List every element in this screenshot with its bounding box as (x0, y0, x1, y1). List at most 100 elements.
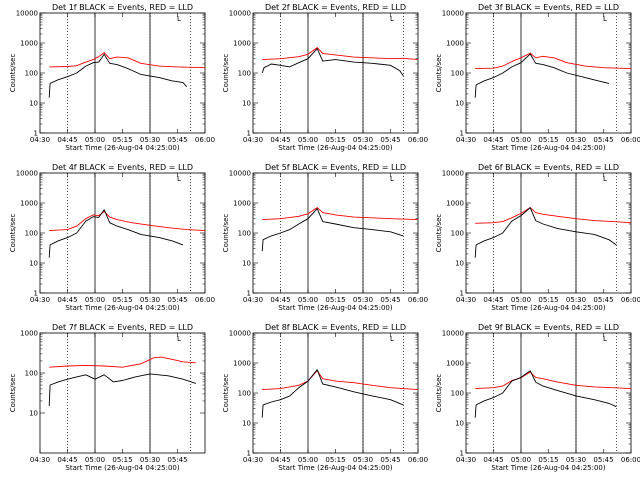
panel-4-xtick-label: 05:00 (85, 296, 105, 304)
panel-2-title: Det 2f BLACK = Events, RED = LLD (265, 3, 406, 12)
panel-4-ytick-label: 10000 (16, 170, 38, 178)
panel-2-xtick-label: 05:45 (380, 136, 400, 144)
panel-7-title: Det 7f BLACK = Events, RED = LLD (52, 323, 193, 332)
panel-7-xtick-label: 04:45 (57, 456, 77, 464)
panel-8-ytick-label: 1 (247, 450, 251, 458)
panel-1-xlabel: Start Time (26-Aug-04 04:25:00) (65, 144, 179, 152)
panel-3-ytick-label: 10000 (442, 10, 464, 18)
panel-8: Det 8f BLACK = Events, RED = LLD 1 10 100 10… (222, 323, 428, 472)
panel-4-xlabel: Start Time (26-Aug-04 04:25:00) (65, 304, 179, 312)
panel-6-ytick-label: 10 (455, 260, 464, 268)
panel-6-xtick-label: 05:30 (566, 296, 586, 304)
panel-9-xlabel: Start Time (26-Aug-04 04:25:00) (491, 464, 605, 472)
panel-1-title: Det 1f BLACK = Events, RED = LLD (52, 3, 193, 12)
panel-8-ylabel: Counts/sec (222, 374, 230, 413)
panel-6-series-red (475, 207, 632, 224)
panel-3-series-black (474, 53, 610, 98)
panel-6-xlabel: Start Time (26-Aug-04 04:25:00) (491, 304, 605, 312)
panel-2-ytick-label: 100 (238, 70, 251, 78)
panel-4-xtick-label: 04:30 (30, 296, 50, 304)
panel-9-xtick-label: 05:00 (511, 456, 531, 464)
panel-7-ytick-label: 10 (29, 410, 38, 418)
panel-4-ytick-label: 10 (29, 260, 38, 268)
panel-8-ytick-label: 10 (242, 420, 251, 428)
panel-6-xtick-label: 04:45 (483, 296, 503, 304)
panel-6-ylabel: Counts/sec (435, 214, 443, 253)
panel-1-ytick-label: 1000 (20, 40, 38, 48)
panel-3-xtick-label: 05:00 (511, 136, 531, 144)
panel-1-corner-label: L (177, 15, 181, 23)
panel-8-corner-label: L (390, 335, 394, 343)
panel-4-title: Det 4f BLACK = Events, RED = LLD (52, 163, 193, 172)
panel-7-ylabel: Counts/sec (9, 374, 17, 413)
panel-6-ytick-label: 1000 (446, 200, 464, 208)
panel-4-plot-frame (39, 172, 206, 294)
panel-6-corner-label: L (603, 175, 607, 183)
panel-2-series-red (262, 47, 419, 61)
panel-5-ylabel: Counts/sec (222, 214, 230, 253)
panel-9-xtick-label: 06:00 (621, 456, 640, 464)
panel-3-xtick-label: 06:00 (621, 136, 640, 144)
panel-3-corner-label: L (603, 15, 607, 23)
panel-9-xtick-label: 05:30 (566, 456, 586, 464)
panel-5-series-black (261, 208, 404, 252)
panel-2-ytick-label: 1000 (233, 40, 251, 48)
panel-5-xtick-label: 05:00 (298, 296, 318, 304)
panel-3-xtick-label: 05:45 (593, 136, 613, 144)
panel-7-xtick-label: 04:30 (30, 456, 50, 464)
panel-6-xtick-label: 04:30 (456, 296, 476, 304)
panel-8-xtick-label: 04:45 (270, 456, 290, 464)
panel-8-xtick-label: 04:30 (243, 456, 263, 464)
panel-2-xtick-label: 05:15 (325, 136, 345, 144)
panel-2-xlabel: Start Time (26-Aug-04 04:25:00) (278, 144, 392, 152)
panel-9-series-black (474, 370, 617, 418)
panel-5-xtick-label: 05:30 (353, 296, 373, 304)
panel-8-ytick-label: 10000 (229, 330, 251, 338)
panel-9-xtick-label: 05:45 (593, 456, 613, 464)
panel-4-xtick-label: 04:45 (57, 296, 77, 304)
panel-6-xtick-label: 05:45 (593, 296, 613, 304)
panel-9-xtick-label: 04:45 (483, 456, 503, 464)
panel-9-series-red (475, 371, 632, 390)
panel-1-xtick-label: 05:30 (140, 136, 160, 144)
panel-6-ytick-label: 10000 (442, 170, 464, 178)
panel-2-xtick-label: 04:30 (243, 136, 263, 144)
panel-1-ytick-label: 1 (34, 130, 38, 138)
panel-7-xtick-label: 05:30 (140, 456, 160, 464)
panel-5-ytick-label: 100 (238, 230, 251, 238)
panel-7-series-black (48, 373, 196, 407)
panel-3-title: Det 3f BLACK = Events, RED = LLD (478, 3, 619, 12)
panel-9-corner-label: L (603, 335, 607, 343)
panel-2-xtick-label: 05:00 (298, 136, 318, 144)
panel-9-ytick-label: 10000 (442, 330, 464, 338)
panel-9-ytick-label: 1000 (446, 360, 464, 368)
panel-7-ytick-label: 100 (25, 370, 38, 378)
panel-5: Det 5f BLACK = Events, RED = LLD 1 10 100 10… (222, 163, 428, 312)
panel-3-xtick-label: 05:30 (566, 136, 586, 144)
panel-5-xlabel: Start Time (26-Aug-04 04:25:00) (278, 304, 392, 312)
panel-8-plot-frame (252, 332, 419, 454)
panel-4-series-black (48, 209, 184, 258)
panel-7-xtick-label: 05:00 (85, 456, 105, 464)
panel-9-ylabel: Counts/sec (435, 374, 443, 413)
panel-5-xtick-label: 05:15 (325, 296, 345, 304)
panel-3-xtick-label: 04:30 (456, 136, 476, 144)
panel-1-xtick-label: 05:15 (112, 136, 132, 144)
panel-2-ytick-label: 1 (247, 130, 251, 138)
panel-9-xtick-label: 05:15 (538, 456, 558, 464)
panel-4-series-red (49, 211, 206, 232)
panel-6-xtick-label: 05:00 (511, 296, 531, 304)
panel-2-xtick-label: 04:45 (270, 136, 290, 144)
panel-8-series-black (261, 369, 404, 418)
panel-6-xtick-label: 05:15 (538, 296, 558, 304)
panel-4-ylabel: Counts/sec (9, 214, 17, 253)
panel-2-xtick-label: 05:30 (353, 136, 373, 144)
panel-2-series-black (261, 48, 404, 77)
panel-2-plot-frame (252, 12, 419, 134)
panel-5-corner-label: L (390, 175, 394, 183)
panel-3-ylabel: Counts/sec (435, 54, 443, 93)
panel-7-plot-frame (39, 332, 206, 454)
panel-6-ytick-label: 1 (460, 290, 464, 298)
panel-4-xtick-label: 05:30 (140, 296, 160, 304)
panel-4-ytick-label: 100 (25, 230, 38, 238)
